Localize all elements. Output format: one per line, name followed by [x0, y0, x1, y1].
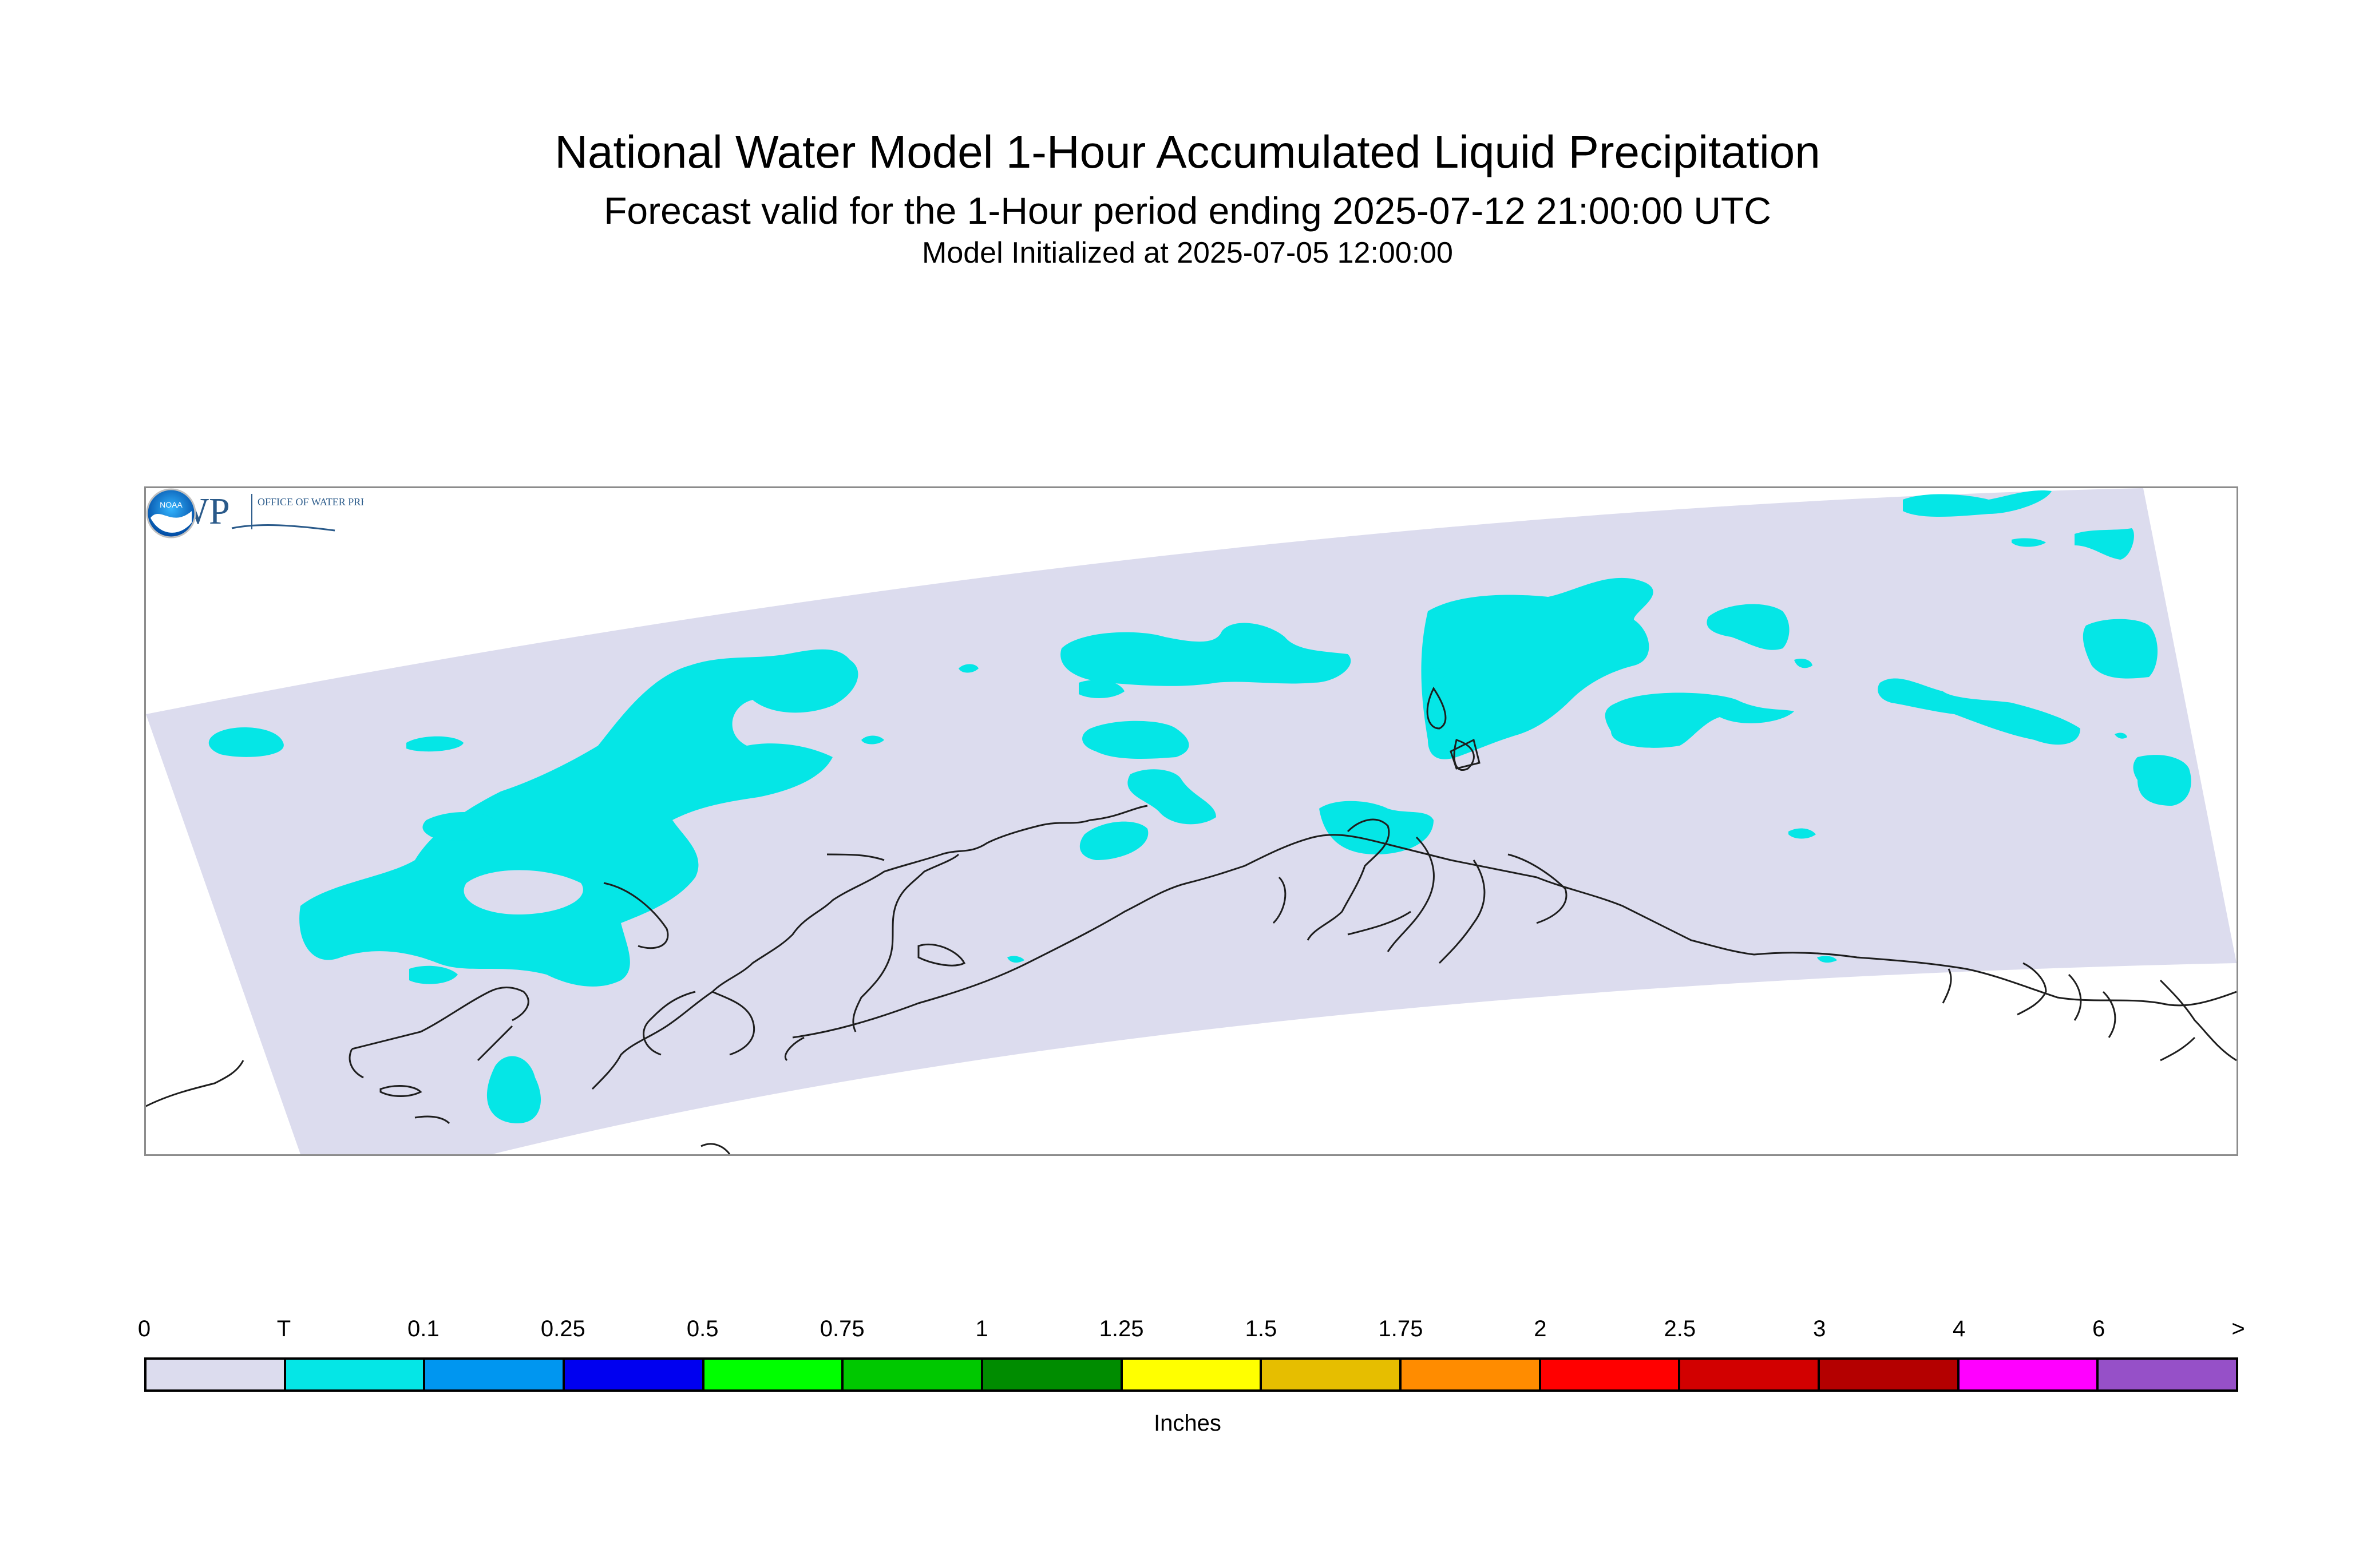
colorbar-swatch-0	[147, 1360, 286, 1389]
colorbar-swatch-14	[2099, 1360, 2237, 1389]
colorbar-swatch-11	[1680, 1360, 1820, 1389]
colorbar	[144, 1357, 2238, 1392]
map-title: National Water Model 1-Hour Accumulated …	[555, 126, 1820, 177]
noaa-logo: NOAA	[146, 488, 196, 538]
map-canvas	[146, 488, 2237, 1154]
noaa-logo-text: NOAA	[160, 500, 183, 509]
colorbar-swatch-13	[1959, 1360, 2099, 1389]
colorbar-tick-label: 0.1	[407, 1316, 440, 1341]
colorbar-swatch-6	[983, 1360, 1123, 1389]
colorbar-swatch-9	[1402, 1360, 1541, 1389]
colorbar-swatch-12	[1820, 1360, 1960, 1389]
colorbar-swatch-1	[286, 1360, 426, 1389]
colorbar-tick-label: 1.5	[1245, 1316, 1277, 1341]
colorbar-swatch-10	[1541, 1360, 1681, 1389]
colorbar-swatch-8	[1262, 1360, 1402, 1389]
colorbar-swatch-4	[704, 1360, 844, 1389]
colorbar-tick-label: 6	[2092, 1316, 2105, 1341]
map-init-time: Model Initialized at 2025-07-05 12:00:00	[922, 236, 1453, 270]
colorbar-tick-label: 1.25	[1099, 1316, 1144, 1341]
colorbar-swatch-5	[844, 1360, 984, 1389]
map-subtitle: Forecast valid for the 1-Hour period end…	[604, 189, 1771, 232]
precip-areas	[208, 490, 2191, 1123]
coastline	[146, 687, 2237, 1154]
colorbar-tick-label: >	[2231, 1316, 2245, 1341]
colorbar-labels: 0 T 0.1 0.25 0.5 0.75 1 1.25 1.5 1.75 2 2.5 3 4 6 >	[138, 1316, 2245, 1345]
colorbar-tick-label: 0	[137, 1316, 151, 1341]
colorbar-tick-label: 0.75	[820, 1316, 865, 1341]
owp-logo-subtext: OFFICE OF WATER PREDICTION	[258, 496, 363, 508]
colorbar-tick-label: 2	[1534, 1316, 1547, 1341]
colorbar-tick-label: 0.5	[686, 1316, 719, 1341]
colorbar-tick-label: 1	[975, 1316, 988, 1341]
colorbar-swatch-2	[425, 1360, 565, 1389]
colorbar-tick-label: 2.5	[1664, 1316, 1696, 1341]
colorbar-tick-label: 0.25	[540, 1316, 585, 1341]
colorbar-title: Inches	[1154, 1411, 1221, 1436]
colorbar-tick-label: 1.75	[1378, 1316, 1423, 1341]
colorbar-tick-label: 4	[1953, 1316, 1966, 1341]
colorbar-tick-label: T	[276, 1316, 291, 1341]
precipitation-map: OWP OFFICE OF WATER PREDICTION NOAA	[144, 486, 2238, 1156]
colorbar-swatch-3	[565, 1360, 704, 1389]
colorbar-tick-label: 3	[1813, 1316, 1826, 1341]
colorbar-swatch-7	[1122, 1360, 1262, 1389]
